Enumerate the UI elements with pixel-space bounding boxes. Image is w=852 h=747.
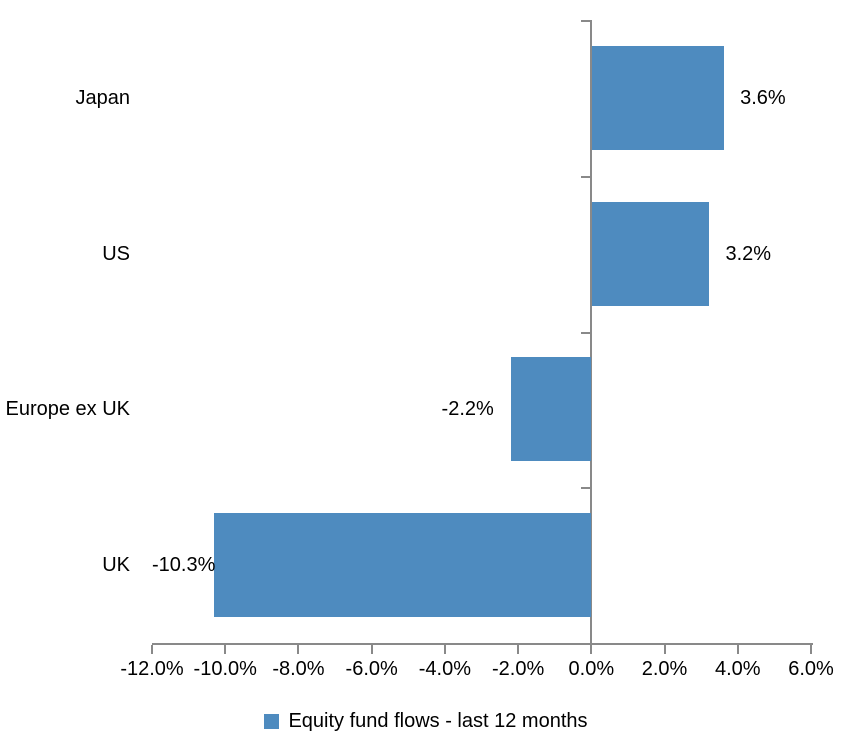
bar-us bbox=[592, 201, 710, 306]
y-axis-tick bbox=[581, 175, 591, 178]
x-axis-line bbox=[152, 643, 813, 645]
x-axis-tick bbox=[810, 645, 812, 654]
y-axis-tick bbox=[581, 487, 591, 490]
bar-europe-ex-uk bbox=[510, 357, 592, 462]
x-axis-tick-label: -10.0% bbox=[193, 658, 257, 680]
y-axis-tick bbox=[581, 331, 591, 334]
bar-japan bbox=[592, 45, 725, 150]
x-axis-tick bbox=[443, 645, 446, 654]
legend-label: Equity fund flows - last 12 months bbox=[288, 710, 588, 732]
x-axis-tick-label: -12.0% bbox=[120, 658, 184, 680]
data-label: -2.2% bbox=[441, 398, 494, 421]
x-axis-tick-label: -2.0% bbox=[491, 658, 545, 680]
data-label: 3.2% bbox=[725, 242, 772, 265]
x-axis-tick-label: -6.0% bbox=[345, 658, 398, 680]
x-axis-tick bbox=[370, 645, 373, 654]
x-axis-tick bbox=[663, 645, 666, 654]
data-label: -10.3% bbox=[152, 554, 216, 577]
x-axis-tick bbox=[224, 645, 227, 654]
bar-uk bbox=[214, 513, 592, 618]
category-label: UK bbox=[102, 554, 130, 577]
category-label: Japan bbox=[75, 86, 131, 109]
data-label: 3.6% bbox=[740, 86, 786, 109]
legend: Equity fund flows - last 12 months bbox=[0, 710, 852, 733]
x-axis-tick-label: -4.0% bbox=[418, 658, 471, 680]
y-axis-line bbox=[590, 20, 593, 643]
x-axis-tick bbox=[151, 645, 153, 654]
x-axis-tick bbox=[297, 645, 300, 654]
x-axis-tick-label: 6.0% bbox=[788, 658, 834, 680]
x-axis-tick bbox=[736, 645, 739, 654]
x-axis-tick-label: 2.0% bbox=[641, 658, 688, 680]
y-axis-tick bbox=[581, 20, 591, 22]
x-axis-tick bbox=[517, 645, 520, 654]
x-axis-tick-label: 4.0% bbox=[714, 658, 761, 680]
x-axis-tick bbox=[590, 645, 593, 654]
x-axis-tick-label: 0.0% bbox=[568, 658, 615, 680]
category-label: US bbox=[102, 242, 130, 265]
legend-swatch bbox=[264, 714, 280, 729]
x-axis-tick-label: -8.0% bbox=[272, 658, 325, 680]
category-label: Europe ex UK bbox=[5, 398, 130, 421]
